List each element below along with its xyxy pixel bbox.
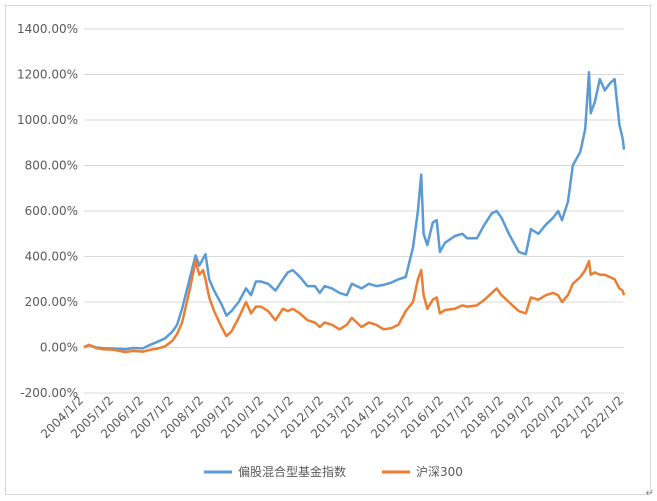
legend-label-0: 偏股混合型基金指数: [238, 464, 346, 479]
series-line-0: [83, 70, 626, 351]
x-axis-tick-labels: 2004/1/22005/1/22006/1/22007/1/22008/1/2…: [38, 393, 626, 441]
y-tick-label: 200.00%: [25, 295, 78, 309]
y-tick-label: 800.00%: [25, 159, 78, 173]
legend: 偏股混合型基金指数 沪深300: [204, 464, 463, 479]
y-tick-label: -200.00%: [20, 386, 78, 400]
y-axis-tick-labels: 1400.00% 1200.00% 1000.00% 800.00% 600.00% 40…: [17, 22, 78, 400]
legend-label-1: 沪深300: [416, 465, 463, 479]
y-tick-label: 1400.00%: [17, 22, 78, 36]
gridlines: [84, 28, 624, 394]
y-tick-label: 1200.00%: [17, 68, 78, 82]
y-tick-label: 1000.00%: [17, 113, 78, 127]
line-chart: 1400.00% 1200.00% 1000.00% 800.00% 600.00% 40…: [17, 22, 626, 479]
series-line-1: [83, 259, 626, 354]
y-tick-label: 600.00%: [25, 204, 78, 218]
paragraph-mark: ↵: [645, 488, 654, 499]
series-lines: [83, 70, 626, 354]
chart-container: 1400.00% 1200.00% 1000.00% 800.00% 600.00% 40…: [5, 5, 651, 495]
y-tick-label: 400.00%: [25, 250, 78, 264]
y-tick-label: 0.00%: [40, 341, 78, 355]
